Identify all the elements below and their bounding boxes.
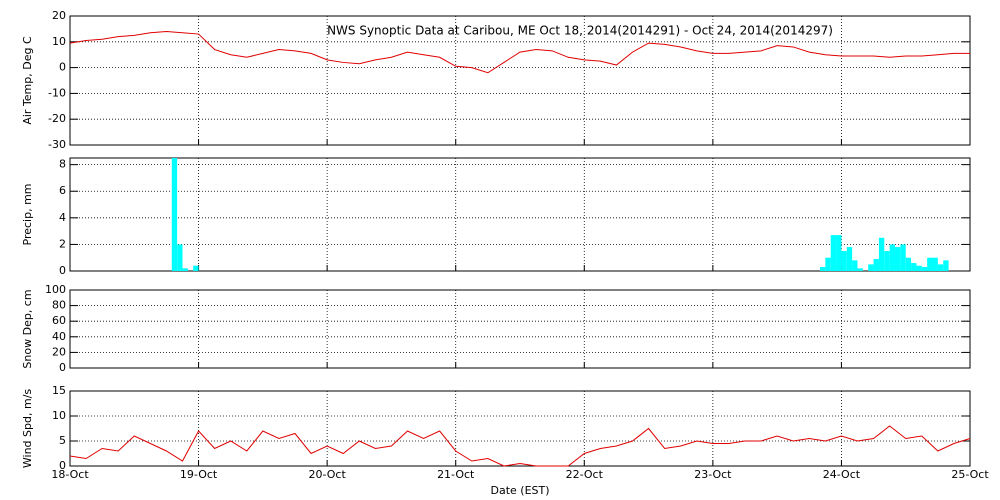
y-tick-label: 2 — [59, 237, 66, 250]
x-tick-label: 20-Oct — [308, 468, 346, 481]
x-axis-label: Date (EST) — [490, 484, 549, 497]
bar — [911, 263, 917, 271]
y-tick-label: 80 — [52, 299, 66, 312]
y-axis-label: Wind Spd, m/s — [21, 389, 34, 469]
y-tick-label: -10 — [48, 86, 66, 99]
x-tick-label: 23-Oct — [694, 468, 732, 481]
y-tick-label: -30 — [48, 138, 66, 151]
x-tick-label: 25-Oct — [951, 468, 989, 481]
bar — [889, 244, 895, 271]
bar — [841, 251, 847, 271]
y-tick-label: 10 — [52, 409, 66, 422]
bar — [905, 257, 912, 271]
bar — [921, 267, 928, 271]
y-tick-label: 40 — [52, 330, 66, 343]
y-tick-label: 8 — [59, 158, 66, 171]
y-tick-label: 0 — [59, 361, 66, 374]
y-tick-label: 15 — [52, 384, 66, 397]
bar — [916, 265, 922, 271]
bar — [846, 247, 853, 271]
bar — [932, 257, 938, 271]
y-tick-label: -20 — [48, 112, 66, 125]
bar — [943, 260, 949, 271]
bar — [836, 235, 842, 271]
bar — [868, 264, 874, 271]
x-tick-label: 22-Oct — [566, 468, 604, 481]
bar — [895, 247, 901, 271]
x-tick-label: 19-Oct — [180, 468, 218, 481]
plot-frame — [69, 390, 971, 467]
y-tick-label: 6 — [59, 184, 66, 197]
y-tick-label: 0 — [59, 61, 66, 74]
y-axis-label: Snow Dep, cm — [21, 289, 34, 368]
x-tick-label: 21-Oct — [437, 468, 475, 481]
bar — [884, 251, 890, 271]
y-axis-label: Precip, mm — [21, 184, 34, 246]
bar — [825, 257, 831, 271]
y-tick-label: 20 — [52, 9, 66, 22]
bar — [820, 267, 826, 271]
bar — [873, 259, 879, 271]
y-tick-label: 0 — [59, 264, 66, 277]
plot-frame — [69, 289, 971, 369]
y-tick-label: 4 — [59, 211, 66, 224]
bar — [830, 235, 837, 271]
y-tick-label: 10 — [52, 35, 66, 48]
bar — [927, 257, 933, 271]
bar — [177, 244, 183, 271]
x-tick-label: 18-Oct — [51, 468, 89, 481]
bar — [182, 268, 188, 271]
bar — [900, 244, 906, 271]
y-tick-label: 20 — [52, 345, 66, 358]
y-tick-label: 60 — [52, 314, 66, 327]
bar — [193, 265, 199, 271]
bar — [937, 264, 944, 271]
chart-title: NWS Synoptic Data at Caribou, ME Oct 18,… — [327, 24, 833, 38]
y-tick-label: 5 — [59, 434, 66, 447]
bar — [171, 158, 178, 271]
x-tick-label: 24-Oct — [823, 468, 861, 481]
y-tick-label: 100 — [45, 283, 66, 296]
data-line — [69, 425, 971, 467]
data-line — [69, 30, 970, 74]
y-tick-label: 0 — [59, 459, 66, 472]
bar — [878, 237, 885, 271]
bar — [857, 268, 863, 271]
y-axis-label: Air Temp, Deg C — [21, 36, 34, 125]
bar — [852, 260, 858, 271]
